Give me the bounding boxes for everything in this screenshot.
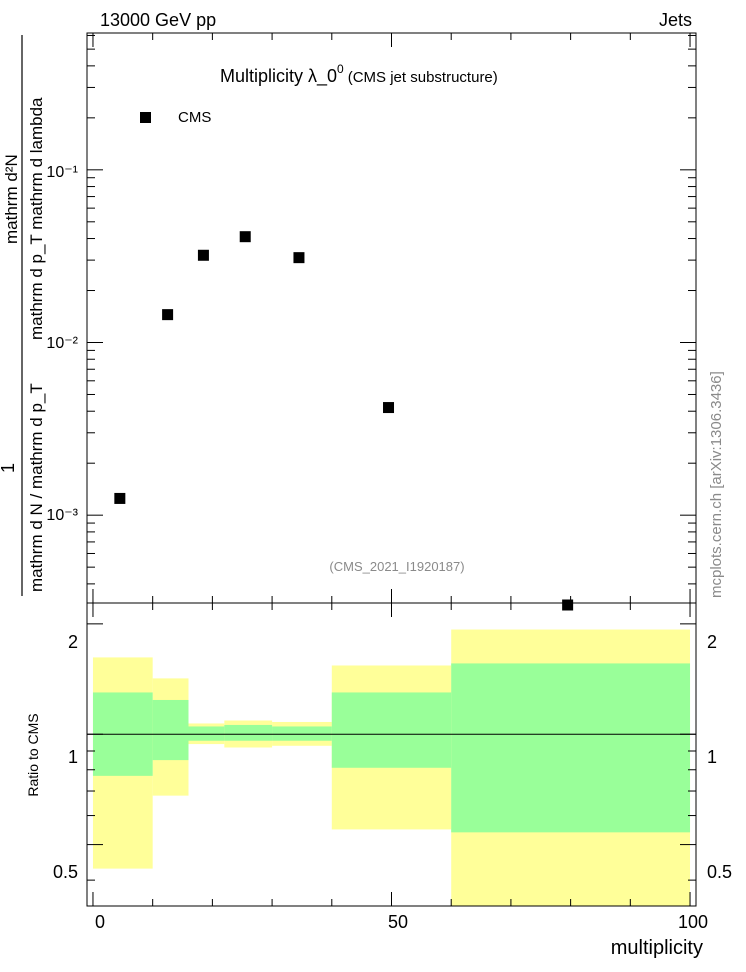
data-point-cms — [383, 402, 395, 414]
chart-title: Multiplicity λ_00 (CMS jet substructure) — [220, 62, 498, 87]
ratio-band-inner — [451, 663, 691, 833]
xtick-0: 0 — [95, 912, 105, 932]
ratio-ylabel: Ratio to CMS — [25, 713, 41, 796]
ratio-band-inner — [331, 692, 452, 768]
energy-label: 13000 GeV pp — [100, 10, 216, 30]
process-label: Jets — [659, 10, 692, 30]
xtick-100: 100 — [678, 912, 708, 932]
data-point-cms — [162, 309, 174, 321]
x-axis-label: multiplicity — [611, 937, 703, 959]
data-point-cms — [239, 231, 251, 243]
ratio-ytick-0p5: 0.5 — [53, 862, 78, 882]
data-point-cms — [197, 249, 209, 261]
ratio-panel: 2 1 0.5 2 1 0.5 Ratio to CMS 0 50 100 mu… — [25, 602, 732, 959]
data-point-cms — [562, 599, 574, 611]
main-ylabel: 1 mathrm d N / mathrm d p_T mathrm d²N m… — [0, 35, 46, 596]
ytick-label-1e-3: 10⁻³ — [46, 507, 78, 524]
ratio-bands — [92, 629, 691, 906]
ratio-ytick-right-0p5: 0.5 — [707, 862, 732, 882]
ylabel-inner-numerator: mathrm d²N — [2, 154, 21, 244]
ytick-label-1e-1: 10⁻¹ — [46, 164, 78, 181]
ratio-ticks — [87, 603, 696, 906]
ratio-band-inner — [188, 726, 225, 741]
ratio-band-inner — [272, 726, 332, 741]
ylabel-inner-denominator: mathrm d p_T mathrm d lambda — [27, 97, 46, 340]
mcplots-credit: mcplots.cern.ch [arXiv:1306.3436] — [708, 371, 725, 598]
ylabel-numerator-1: 1 — [0, 463, 18, 473]
ratio-ytick-1: 1 — [68, 747, 78, 767]
ylabel-denominator: mathrm d N / mathrm d p_T — [27, 383, 46, 592]
xtick-50: 50 — [388, 912, 408, 932]
data-points — [114, 231, 574, 611]
data-point-cms — [114, 492, 126, 504]
analysis-id: (CMS_2021_I1920187) — [329, 559, 464, 574]
ratio-band-inner — [152, 699, 189, 761]
legend-marker-cms — [140, 112, 151, 123]
ratio-band-inner — [224, 724, 273, 741]
legend-label-cms: CMS — [178, 109, 211, 126]
data-point-cms — [293, 252, 305, 264]
main-ticks — [87, 33, 696, 603]
main-panel: Multiplicity λ_00 (CMS jet substructure) … — [0, 32, 697, 611]
ratio-ytick-right-2: 2 — [707, 632, 717, 652]
ytick-label-1e-2: 10⁻² — [46, 335, 78, 352]
ratio-ytick-right-1: 1 — [707, 747, 717, 767]
ratio-ytick-2: 2 — [68, 632, 78, 652]
